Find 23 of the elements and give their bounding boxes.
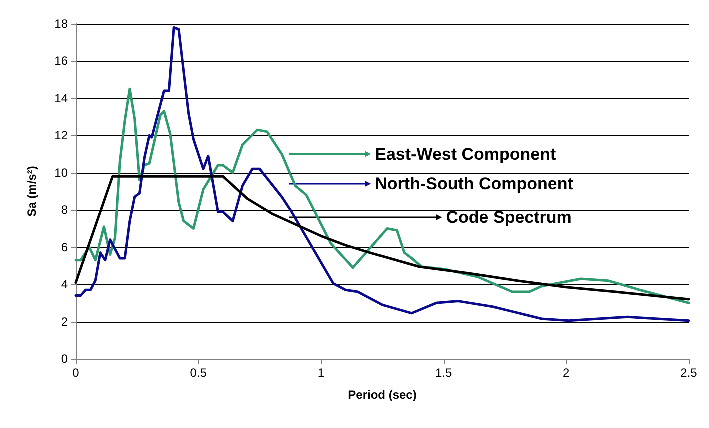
- legend-label: East-West Component: [375, 144, 557, 164]
- x-tick-label: 2: [563, 366, 570, 380]
- y-tick-label: 16: [54, 54, 68, 68]
- y-tick-label: 12: [54, 128, 68, 143]
- x-tick-label: 1.5: [435, 366, 452, 380]
- x-tick-label: 0.5: [190, 366, 208, 380]
- legend-label: North-South Component: [375, 174, 574, 194]
- line-series: [74, 26, 690, 322]
- x-tick-label: 2.5: [680, 366, 698, 380]
- y-tick-label: 0: [61, 352, 68, 366]
- line-series: [74, 88, 690, 304]
- x-axis-title: Period (sec): [348, 388, 417, 402]
- y-tick-label: 2: [61, 314, 68, 329]
- legend-label: Code Spectrum: [446, 208, 572, 228]
- y-tick-label: 18: [54, 17, 68, 31]
- y-axis-title: Sa (m/s²): [25, 166, 39, 217]
- y-tick-label: 8: [61, 203, 68, 218]
- x-tick-label: 1: [318, 366, 325, 380]
- y-tick-label: 10: [54, 166, 68, 180]
- x-tick-label: 0: [72, 366, 80, 380]
- y-tick-label: 6: [61, 240, 68, 254]
- y-tick-label: 14: [54, 91, 68, 106]
- y-tick-label: 4: [61, 278, 68, 292]
